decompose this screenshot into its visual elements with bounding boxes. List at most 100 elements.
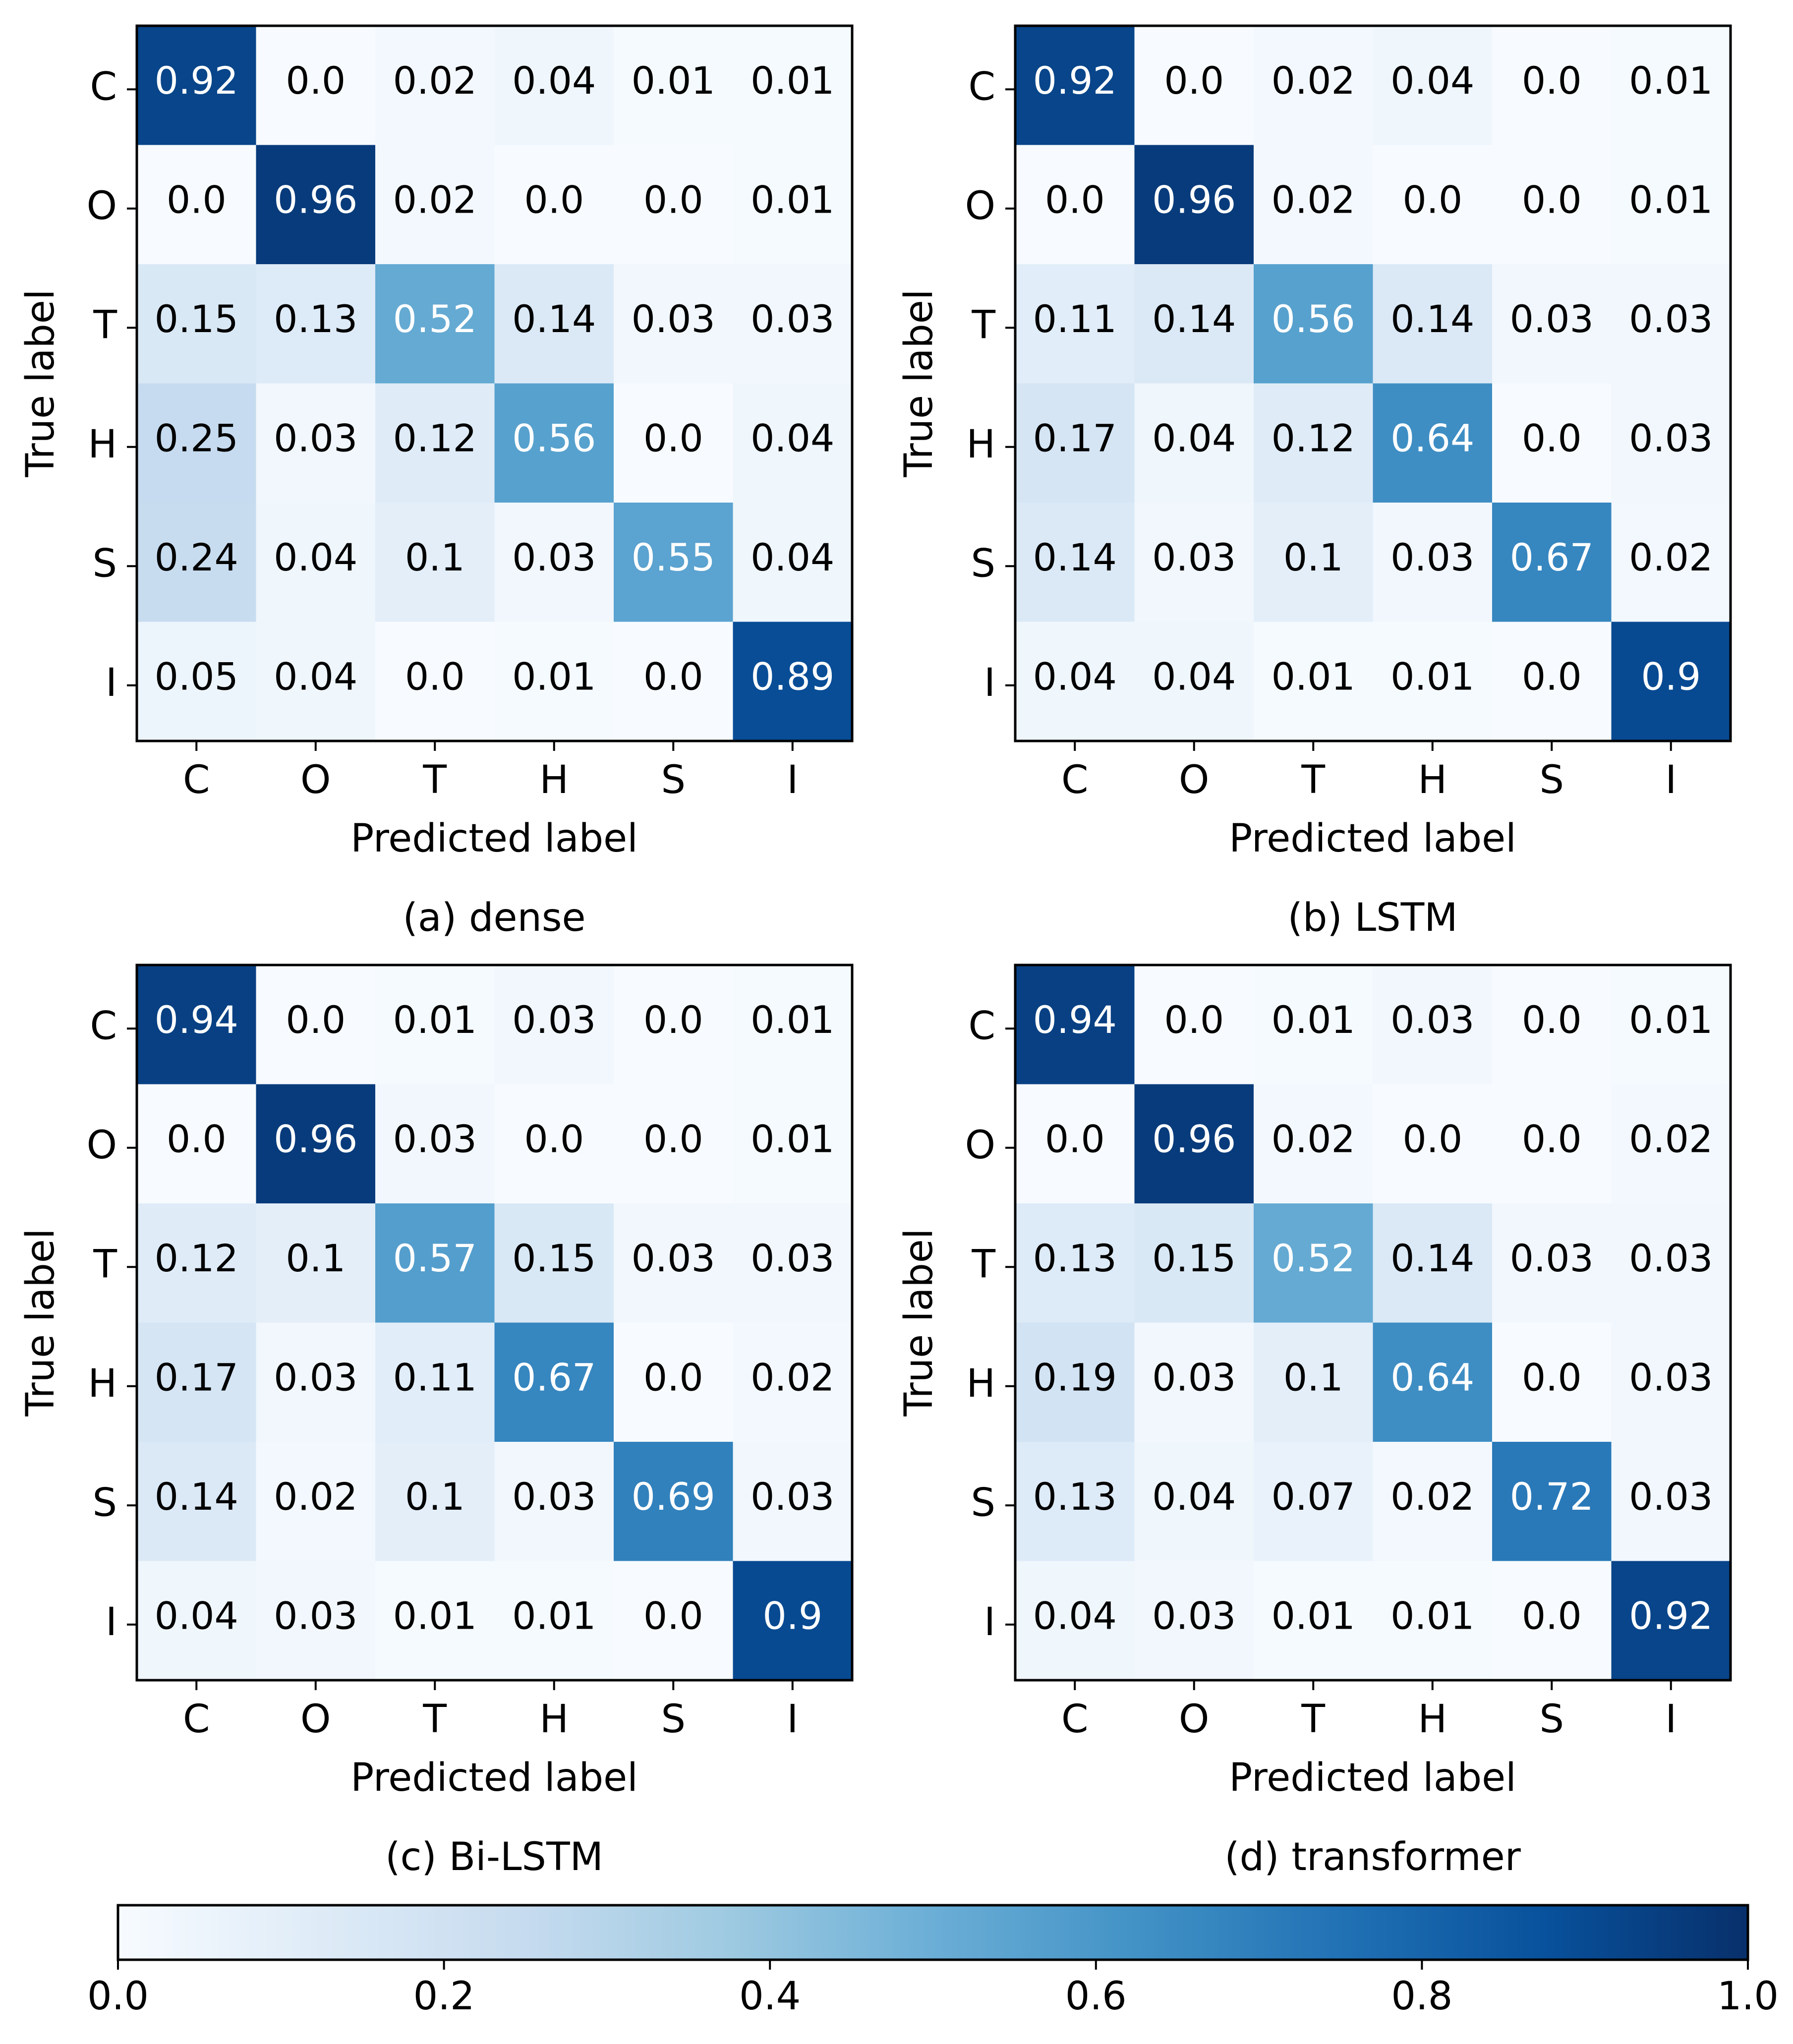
heatmap-cell	[256, 1084, 376, 1204]
heatmap-cell	[494, 503, 614, 623]
cell-value-label: 0.04	[751, 416, 834, 460]
heatmap-cell	[137, 503, 257, 623]
cell-value-label: 0.0	[1045, 178, 1105, 222]
cell-value-label: 0.14	[1152, 297, 1236, 341]
cell-value-label: 0.0	[286, 58, 346, 103]
heatmap-cell	[1373, 1561, 1493, 1681]
cell-value-label: 0.0	[1522, 1594, 1582, 1638]
axes-frame	[135, 964, 854, 1682]
y-tick-label: I	[106, 1600, 117, 1645]
heatmap-cell	[1611, 1442, 1731, 1562]
cell-value-label: 0.52	[393, 297, 477, 341]
cell-value-label: 0.0	[643, 416, 703, 460]
cell-value-label: 0.04	[1152, 1475, 1236, 1519]
heatmap-cell	[1492, 145, 1612, 265]
cell-value-label: 0.64	[1390, 416, 1474, 460]
heatmap-cell	[1492, 264, 1612, 384]
x-tick-label: C	[183, 1697, 210, 1742]
cell-value-label: 0.14	[512, 297, 596, 341]
heatmap-cell	[494, 26, 614, 146]
cell-value-label: 0.17	[155, 1356, 238, 1400]
heatmap-cell	[1015, 965, 1135, 1085]
heatmap-cell	[256, 26, 376, 146]
x-tick-label: S	[661, 1697, 686, 1742]
cell-value-label: 0.01	[1390, 1594, 1474, 1638]
cell-value-label: 0.01	[1629, 178, 1713, 222]
cell-value-label: 0.02	[1390, 1475, 1474, 1519]
heatmap-cell	[494, 264, 614, 384]
heatmap-cell	[1611, 264, 1731, 384]
heatmap-cell	[494, 622, 614, 741]
heatmap-cell	[494, 145, 614, 265]
heatmap-cell	[1134, 1561, 1254, 1681]
y-tick-label: H	[966, 422, 995, 467]
cell-value-label: 0.69	[632, 1475, 715, 1519]
cell-value-label: 0.57	[393, 1236, 477, 1280]
heatmap-cell	[1611, 1561, 1731, 1681]
heatmap-cell	[494, 1084, 614, 1204]
cell-value-label: 0.0	[1164, 58, 1224, 103]
heatmap-cell	[1254, 1442, 1374, 1562]
heatmap-cell	[733, 1203, 853, 1323]
heatmap-cell	[375, 1322, 495, 1442]
cell-value-label: 0.03	[1390, 998, 1474, 1042]
cell-value-label: 0.03	[512, 998, 596, 1042]
cell-value-label: 0.04	[512, 58, 596, 103]
heatmap-cell	[1373, 1322, 1493, 1442]
heatmap-cell	[256, 965, 376, 1085]
cell-value-label: 0.03	[1510, 1236, 1594, 1280]
colorbar-tick-label: 0.8	[1391, 1974, 1452, 2019]
heatmap-cell	[733, 26, 853, 146]
heatmap-cell	[375, 1084, 495, 1204]
heatmap-cell	[494, 1322, 614, 1442]
heatmap-cell	[733, 503, 853, 623]
heatmap-cell	[614, 1442, 734, 1562]
cell-value-label: 0.14	[1033, 535, 1117, 579]
heatmap-cell	[137, 1561, 257, 1681]
cell-value-label: 0.0	[643, 178, 703, 222]
cell-value-label: 0.0	[167, 1117, 227, 1161]
heatmap-cell	[614, 1084, 734, 1204]
cell-value-label: 0.0	[643, 655, 703, 699]
heatmap-cell	[1254, 383, 1374, 503]
y-axis-label: True label	[897, 1228, 941, 1417]
cell-value-label: 0.04	[1033, 1594, 1117, 1638]
heatmap-cell	[494, 1561, 614, 1681]
cell-value-label: 0.67	[512, 1356, 596, 1400]
cell-value-label: 0.0	[286, 998, 346, 1042]
x-tick-label: C	[183, 758, 210, 802]
cell-value-label: 0.25	[155, 416, 238, 460]
cell-value-label: 0.02	[1629, 1117, 1713, 1161]
heatmap-cell	[1492, 622, 1612, 741]
x-tick-label: I	[787, 758, 798, 802]
cell-value-label: 0.03	[632, 1236, 715, 1280]
cell-value-label: 0.56	[1272, 297, 1355, 341]
heatmap-cell	[375, 1561, 495, 1681]
panel-title: (d) transformer	[1224, 1835, 1521, 1879]
heatmap-cell	[137, 965, 257, 1085]
x-tick-label: H	[1418, 758, 1447, 802]
cell-value-label: 0.03	[274, 1356, 357, 1400]
x-axis-label: Predicted label	[350, 1756, 638, 1800]
panel-title: (a) dense	[403, 896, 585, 940]
heatmap-cell	[137, 26, 257, 146]
colorbar-frame	[116, 1904, 1749, 1961]
heatmap-cell	[1373, 383, 1493, 503]
y-tick-label: I	[984, 1600, 995, 1645]
heatmap-cell	[1254, 26, 1374, 146]
cell-value-label: 0.12	[155, 1236, 238, 1280]
cell-value-label: 0.0	[1402, 178, 1462, 222]
cell-value-label: 0.02	[1272, 178, 1355, 222]
heatmap-cell	[256, 1442, 376, 1562]
heatmap-cell	[1373, 622, 1493, 741]
heatmap-cell	[733, 383, 853, 503]
colorbar-tick-label: 0.0	[87, 1974, 149, 2019]
x-tick-label: T	[1301, 758, 1325, 802]
confusion-matrix-dense: 0.92 0.0 0.02 0.04 0.01 0.01 0.0 0.96 0.02 0.0 0.0…	[18, 24, 854, 940]
cell-value-label: 0.03	[1629, 297, 1713, 341]
heatmap-cell	[375, 26, 495, 146]
cell-value-label: 0.96	[274, 1117, 357, 1161]
cell-value-label: 0.13	[1033, 1236, 1117, 1280]
cell-value-label: 0.01	[1272, 998, 1355, 1042]
cell-value-label: 0.04	[1152, 416, 1236, 460]
